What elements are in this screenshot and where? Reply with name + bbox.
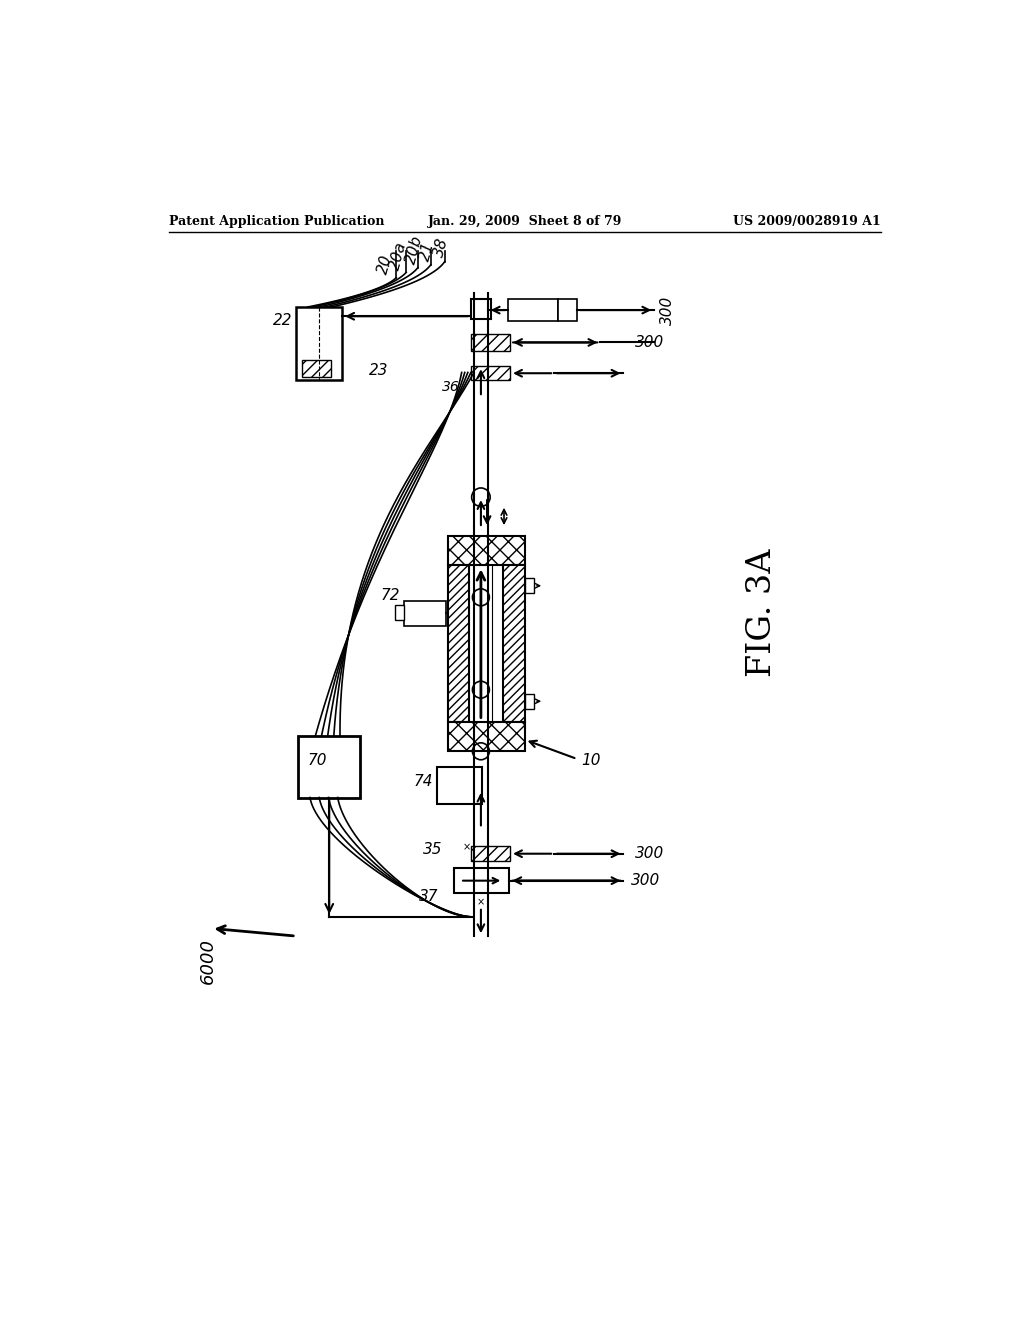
- Bar: [471, 334, 510, 351]
- Text: 22: 22: [272, 313, 292, 327]
- Text: Patent Application Publication: Patent Application Publication: [169, 215, 385, 227]
- Text: FIG. 3A: FIG. 3A: [745, 548, 778, 677]
- Bar: [524, 693, 535, 709]
- Bar: [558, 300, 578, 321]
- Bar: [524, 578, 535, 594]
- Bar: [469, 565, 493, 722]
- Text: 21: 21: [417, 240, 437, 263]
- Text: 6000: 6000: [199, 937, 216, 983]
- Text: US 2009/0028919 A1: US 2009/0028919 A1: [733, 215, 881, 227]
- Text: 74: 74: [414, 775, 433, 789]
- Bar: [471, 846, 510, 862]
- Bar: [508, 300, 558, 321]
- Bar: [447, 565, 469, 722]
- Text: 37: 37: [419, 888, 438, 904]
- Bar: [301, 360, 331, 378]
- Bar: [437, 767, 481, 804]
- Text: 300: 300: [631, 873, 660, 888]
- Text: ×: ×: [463, 842, 471, 851]
- Bar: [394, 605, 403, 620]
- Text: 300: 300: [635, 846, 665, 861]
- Bar: [454, 869, 509, 892]
- Text: 10: 10: [581, 752, 600, 768]
- Text: Jan. 29, 2009  Sheet 8 of 79: Jan. 29, 2009 Sheet 8 of 79: [428, 215, 622, 227]
- Text: 23: 23: [370, 363, 389, 378]
- Bar: [471, 300, 490, 318]
- Text: 20: 20: [375, 253, 394, 276]
- Text: 20a: 20a: [387, 240, 410, 272]
- Text: 38: 38: [431, 236, 451, 259]
- Text: 70: 70: [307, 752, 327, 768]
- Text: 72: 72: [381, 589, 400, 603]
- Text: 36: 36: [442, 380, 460, 393]
- Bar: [447, 536, 524, 565]
- Bar: [298, 737, 360, 797]
- Bar: [403, 601, 446, 626]
- Bar: [296, 308, 342, 380]
- Text: 300: 300: [635, 335, 665, 350]
- Bar: [503, 565, 524, 722]
- Bar: [447, 722, 524, 751]
- Text: ×: ×: [477, 898, 485, 907]
- Text: 300: 300: [660, 296, 675, 325]
- Text: 20b: 20b: [402, 234, 425, 267]
- Text: 35: 35: [423, 842, 442, 857]
- Bar: [471, 367, 510, 380]
